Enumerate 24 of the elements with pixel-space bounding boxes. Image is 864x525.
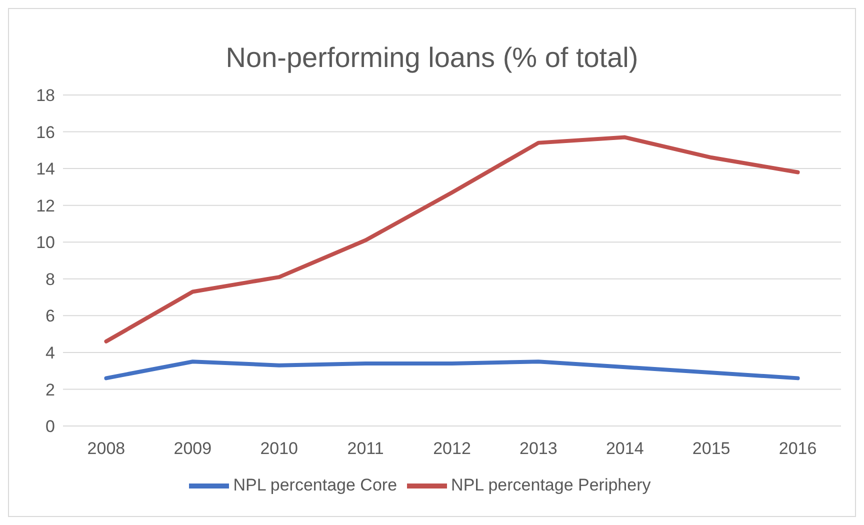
- x-tick-label: 2010: [260, 439, 298, 458]
- line-series: [104, 360, 800, 380]
- y-tick-label: 12: [36, 196, 55, 216]
- y-tick-label: 10: [36, 233, 55, 252]
- y-tick-label: 8: [46, 270, 55, 289]
- x-tick-label: 2012: [433, 439, 471, 458]
- y-tick-label: 14: [36, 160, 55, 179]
- x-tick-label: 2014: [606, 439, 644, 458]
- x-tick-label: 2015: [692, 439, 730, 458]
- y-tick-label: 2: [46, 380, 55, 400]
- chart-title: Non-performing loans (% of total): [224, 41, 640, 75]
- y-tick-label: 18: [36, 86, 55, 106]
- x-tick-label: 2016: [778, 439, 817, 458]
- legend-label: NPL percentage Periphery: [451, 475, 651, 494]
- x-tick-label: 2011: [347, 439, 384, 458]
- x-tick-label: 2008: [87, 439, 126, 458]
- line-series: [104, 135, 800, 344]
- x-tick-label: 2013: [520, 439, 558, 458]
- y-tick-label: 16: [36, 122, 55, 142]
- y-tick-label: 4: [46, 343, 55, 362]
- x-tick-label: 2009: [174, 439, 212, 458]
- legend-label: NPL percentage Core: [233, 475, 398, 494]
- y-tick-label: 0: [46, 417, 55, 436]
- y-tick-label: 6: [46, 306, 55, 326]
